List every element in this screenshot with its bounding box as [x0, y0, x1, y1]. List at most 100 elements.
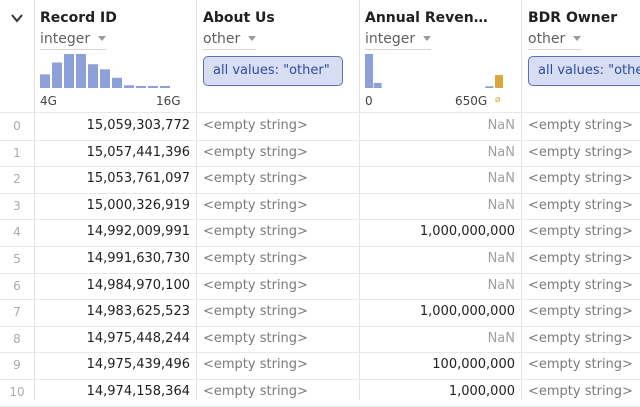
histogram-bar[interactable]: [112, 77, 122, 88]
cell-annual-revenue[interactable]: 100,000,000: [432, 357, 515, 373]
cell-annual-revenue[interactable]: NaN: [487, 330, 515, 346]
column-type-dropdown[interactable]: integer: [40, 31, 107, 50]
table-row[interactable]: 0 15,059,303,772 <empty string> NaN <empty s…: [0, 113, 640, 139]
histogram-bar[interactable]: [88, 64, 98, 88]
cell-about-us[interactable]: <empty string>: [203, 197, 308, 213]
histogram-bar[interactable]: [160, 85, 170, 88]
histogram-bar[interactable]: [76, 54, 86, 88]
histogram-bar[interactable]: [373, 82, 382, 88]
histogram-bar[interactable]: [365, 54, 373, 88]
histogram-max-label: 650G: [455, 94, 488, 108]
cell-about-us[interactable]: <empty string>: [203, 224, 308, 240]
cell-bdr-owner[interactable]: <empty string>: [528, 251, 633, 266]
cell-record-id[interactable]: 14,975,439,496: [86, 357, 190, 373]
table-row[interactable]: 3 15,000,326,919 <empty string> NaN <empty s…: [0, 193, 640, 219]
column-type-dropdown[interactable]: other: [203, 31, 257, 50]
table-row[interactable]: 9 14,975,439,496 <empty string> 100,000,000…: [0, 352, 640, 378]
column-header-annual-revenue[interactable]: Annual Reven… integer 0 650G ⌀: [359, 0, 521, 112]
column-divider[interactable]: [359, 0, 360, 400]
column-type-dropdown[interactable]: integer: [365, 31, 432, 50]
cell-bdr-owner[interactable]: <empty string>: [528, 197, 633, 213]
cell-about-us[interactable]: <empty string>: [203, 171, 308, 187]
cell-annual-revenue[interactable]: NaN: [487, 197, 515, 213]
histogram-bar[interactable]: [124, 85, 134, 88]
column-header-about-us[interactable]: About Us other all values: "other": [197, 0, 359, 112]
row-index: 3: [13, 198, 21, 213]
row-index: 4: [13, 225, 21, 240]
cell-record-id[interactable]: 14,984,970,100: [86, 277, 190, 293]
cell-annual-revenue[interactable]: NaN: [487, 251, 515, 266]
column-type-label: other: [528, 31, 566, 47]
row-divider: [0, 272, 640, 274]
column-type-dropdown[interactable]: other: [528, 31, 582, 50]
histogram-bar[interactable]: [148, 85, 158, 88]
cell-bdr-owner[interactable]: <empty string>: [528, 171, 633, 187]
cell-about-us[interactable]: <empty string>: [203, 144, 308, 160]
cell-bdr-owner[interactable]: <empty string>: [528, 304, 633, 320]
column-histogram[interactable]: [365, 52, 515, 90]
cell-annual-revenue[interactable]: 1,000,000: [448, 384, 515, 399]
cell-about-us[interactable]: <empty string>: [203, 330, 308, 346]
cell-bdr-owner[interactable]: <empty string>: [528, 357, 633, 373]
cell-annual-revenue[interactable]: NaN: [487, 118, 515, 133]
column-header-bdr-owner[interactable]: BDR Owner other all values: "other": [522, 0, 640, 112]
column-type-label: integer: [365, 31, 416, 47]
column-histogram[interactable]: [40, 52, 190, 90]
cell-record-id[interactable]: 14,991,630,730: [86, 251, 190, 266]
null-icon: ⌀: [495, 95, 501, 105]
table-row[interactable]: 2 15,053,761,097 <empty string> NaN <empty s…: [0, 166, 640, 192]
cell-bdr-owner[interactable]: <empty string>: [528, 384, 633, 399]
cell-annual-revenue[interactable]: NaN: [487, 144, 515, 160]
histogram-bar[interactable]: [136, 85, 146, 88]
table-row[interactable]: 4 14,992,009,991 <empty string> 1,000,000,0…: [0, 219, 640, 245]
row-divider: [0, 246, 640, 247]
cell-bdr-owner[interactable]: <empty string>: [528, 277, 633, 293]
cell-bdr-owner[interactable]: <empty string>: [528, 330, 633, 346]
row-index: 6: [13, 278, 21, 293]
histogram-bar[interactable]: [100, 69, 110, 88]
cell-record-id[interactable]: 14,992,009,991: [86, 224, 190, 240]
cell-about-us[interactable]: <empty string>: [203, 277, 308, 293]
column-name: Record ID: [40, 10, 117, 26]
cell-record-id[interactable]: 15,059,303,772: [86, 118, 190, 133]
histogram-bar[interactable]: [64, 54, 74, 88]
cell-record-id[interactable]: 14,974,158,364: [86, 384, 190, 399]
cell-about-us[interactable]: <empty string>: [203, 251, 308, 266]
all-values-summary[interactable]: all values: "other": [528, 56, 640, 86]
cell-annual-revenue[interactable]: 1,000,000,000: [419, 304, 515, 320]
column-divider[interactable]: [196, 0, 197, 400]
histogram-min-label: 4G: [40, 94, 57, 108]
column-header-record-id[interactable]: Record ID integer 4G 16G: [34, 0, 196, 112]
row-divider: [0, 166, 640, 168]
table-row[interactable]: 8 14,975,448,244 <empty string> NaN <empty s…: [0, 326, 640, 352]
cell-record-id[interactable]: 15,057,441,396: [86, 144, 190, 160]
table-row[interactable]: 6 14,984,970,100 <empty string> NaN <empty s…: [0, 273, 640, 299]
collapse-headers-toggle[interactable]: [9, 10, 25, 26]
histogram-bar[interactable]: [40, 74, 50, 88]
cell-bdr-owner[interactable]: <empty string>: [528, 144, 633, 160]
cell-record-id[interactable]: 14,983,625,523: [86, 304, 190, 320]
cell-bdr-owner[interactable]: <empty string>: [528, 224, 633, 240]
table-row[interactable]: 5 14,991,630,730 <empty string> NaN <empty s…: [0, 246, 640, 272]
cell-about-us[interactable]: <empty string>: [203, 384, 308, 399]
histogram-bar[interactable]: [52, 62, 62, 89]
column-divider[interactable]: [521, 0, 522, 400]
cell-about-us[interactable]: <empty string>: [203, 118, 308, 133]
row-index: 7: [13, 305, 21, 320]
cell-record-id[interactable]: 15,053,761,097: [86, 171, 190, 187]
cell-annual-revenue[interactable]: 1,000,000,000: [419, 224, 515, 240]
cell-record-id[interactable]: 15,000,326,919: [86, 197, 190, 213]
cell-annual-revenue[interactable]: NaN: [487, 277, 515, 293]
column-type-label: integer: [40, 31, 91, 47]
cell-about-us[interactable]: <empty string>: [203, 357, 308, 373]
all-values-summary[interactable]: all values: "other": [203, 56, 343, 86]
histogram-null-bar[interactable]: [495, 75, 503, 88]
cell-bdr-owner[interactable]: <empty string>: [528, 118, 633, 133]
table-row[interactable]: 1 15,057,441,396 <empty string> NaN <empty s…: [0, 140, 640, 166]
table-row[interactable]: 7 14,983,625,523 <empty string> 1,000,000,0…: [0, 299, 640, 325]
cell-record-id[interactable]: 14,975,448,244: [86, 330, 190, 346]
cell-annual-revenue[interactable]: NaN: [487, 171, 515, 187]
histogram-bar[interactable]: [485, 86, 494, 88]
table-row[interactable]: 10 14,974,158,364 <empty string> 1,000,000 <…: [0, 379, 640, 405]
cell-about-us[interactable]: <empty string>: [203, 304, 308, 320]
